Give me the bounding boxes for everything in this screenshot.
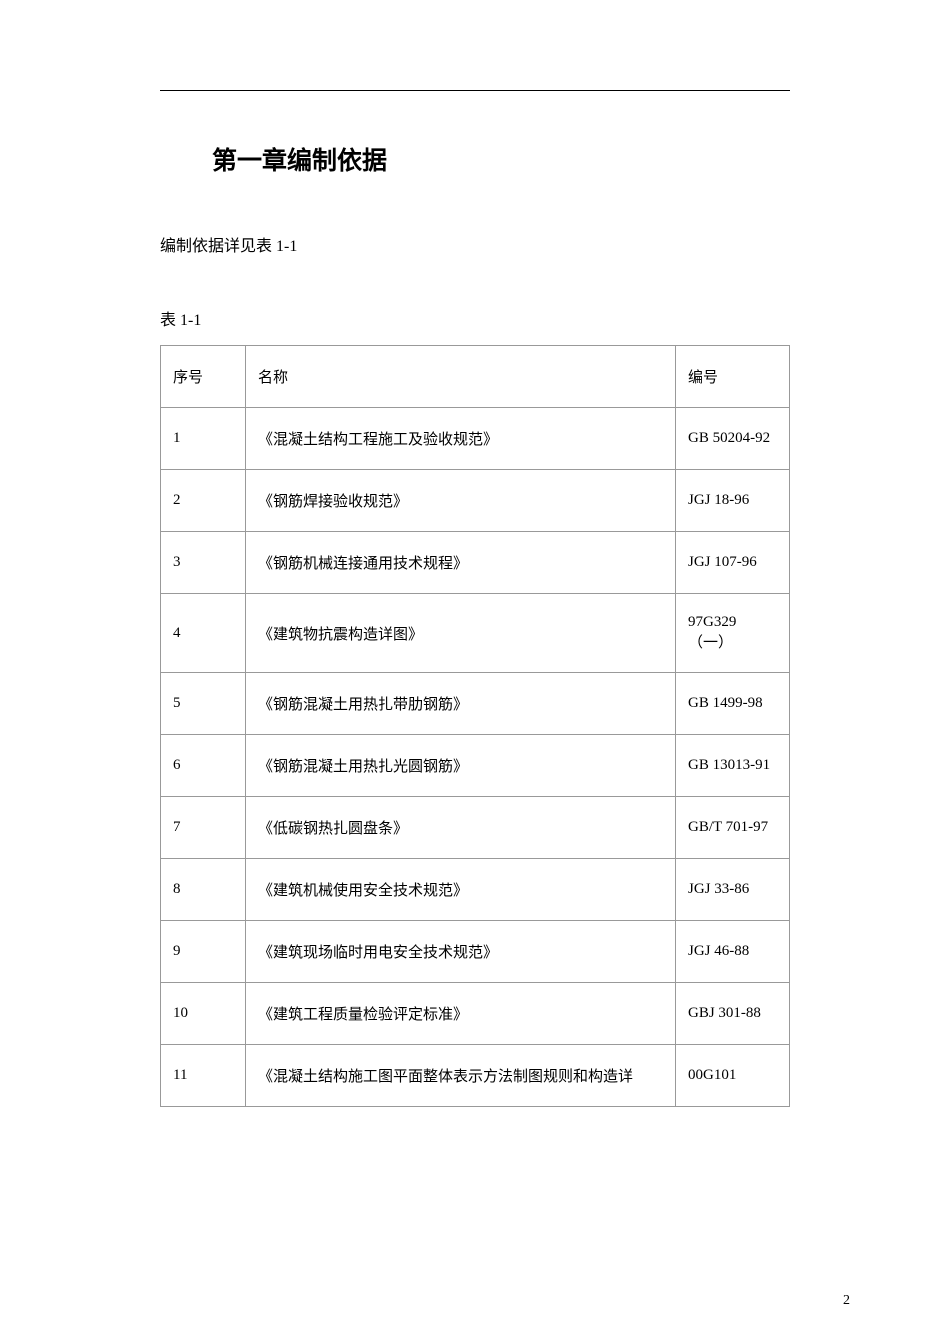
page-number: 2 (843, 1293, 850, 1309)
cell-seq: 7 (161, 797, 246, 859)
cell-name: 《混凝土结构施工图平面整体表示方法制图规则和构造详 (246, 1045, 676, 1107)
col-header-name: 名称 (246, 346, 676, 408)
cell-seq: 4 (161, 594, 246, 673)
cell-seq: 5 (161, 673, 246, 735)
basis-table: 序号 名称 编号 1 《混凝土结构工程施工及验收规范》 GB 50204-92 … (160, 345, 790, 1107)
cell-code: GB 50204-92 (676, 408, 790, 470)
table-row: 11 《混凝土结构施工图平面整体表示方法制图规则和构造详 00G101 (161, 1045, 790, 1107)
table-row: 9 《建筑现场临时用电安全技术规范》 JGJ 46-88 (161, 921, 790, 983)
cell-seq: 1 (161, 408, 246, 470)
cell-name: 《钢筋机械连接通用技术规程》 (246, 532, 676, 594)
cell-name: 《建筑现场临时用电安全技术规范》 (246, 921, 676, 983)
cell-name: 《钢筋混凝土用热扎带肋钢筋》 (246, 673, 676, 735)
table-row: 6 《钢筋混凝土用热扎光圆钢筋》 GB 13013-91 (161, 735, 790, 797)
cell-code: JGJ 18-96 (676, 470, 790, 532)
cell-seq: 10 (161, 983, 246, 1045)
cell-code: JGJ 46-88 (676, 921, 790, 983)
cell-seq: 11 (161, 1045, 246, 1107)
cell-name: 《建筑机械使用安全技术规范》 (246, 859, 676, 921)
cell-code: 00G101 (676, 1045, 790, 1107)
cell-code: JGJ 107-96 (676, 532, 790, 594)
table-row: 10 《建筑工程质量检验评定标准》 GBJ 301-88 (161, 983, 790, 1045)
cell-code: GB 1499-98 (676, 673, 790, 735)
cell-code: 97G329 （一） (676, 594, 790, 673)
chapter-title: 第一章编制依据 (212, 141, 790, 177)
table-row: 2 《钢筋焊接验收规范》 JGJ 18-96 (161, 470, 790, 532)
document-page: 第一章编制依据 编制依据详见表 1-1 表 1-1 序号 名称 编号 1 《混凝… (0, 0, 950, 1147)
cell-code: JGJ 33-86 (676, 859, 790, 921)
table-row: 8 《建筑机械使用安全技术规范》 JGJ 33-86 (161, 859, 790, 921)
header-divider (160, 90, 790, 91)
table-row: 4 《建筑物抗震构造详图》 97G329 （一） (161, 594, 790, 673)
intro-paragraph: 编制依据详见表 1-1 (160, 232, 790, 256)
cell-name: 《钢筋混凝土用热扎光圆钢筋》 (246, 735, 676, 797)
cell-seq: 6 (161, 735, 246, 797)
col-header-seq: 序号 (161, 346, 246, 408)
col-header-code: 编号 (676, 346, 790, 408)
table-label: 表 1-1 (160, 306, 790, 330)
cell-seq: 2 (161, 470, 246, 532)
table-header-row: 序号 名称 编号 (161, 346, 790, 408)
cell-name: 《钢筋焊接验收规范》 (246, 470, 676, 532)
cell-seq: 3 (161, 532, 246, 594)
cell-name: 《混凝土结构工程施工及验收规范》 (246, 408, 676, 470)
table-row: 5 《钢筋混凝土用热扎带肋钢筋》 GB 1499-98 (161, 673, 790, 735)
cell-name: 《建筑工程质量检验评定标准》 (246, 983, 676, 1045)
cell-name: 《低碳钢热扎圆盘条》 (246, 797, 676, 859)
table-row: 1 《混凝土结构工程施工及验收规范》 GB 50204-92 (161, 408, 790, 470)
cell-code: GB/T 701-97 (676, 797, 790, 859)
cell-name: 《建筑物抗震构造详图》 (246, 594, 676, 673)
cell-seq: 9 (161, 921, 246, 983)
cell-code: GBJ 301-88 (676, 983, 790, 1045)
table-row: 7 《低碳钢热扎圆盘条》 GB/T 701-97 (161, 797, 790, 859)
table-row: 3 《钢筋机械连接通用技术规程》 JGJ 107-96 (161, 532, 790, 594)
cell-seq: 8 (161, 859, 246, 921)
cell-code: GB 13013-91 (676, 735, 790, 797)
table-body: 1 《混凝土结构工程施工及验收规范》 GB 50204-92 2 《钢筋焊接验收… (161, 408, 790, 1107)
